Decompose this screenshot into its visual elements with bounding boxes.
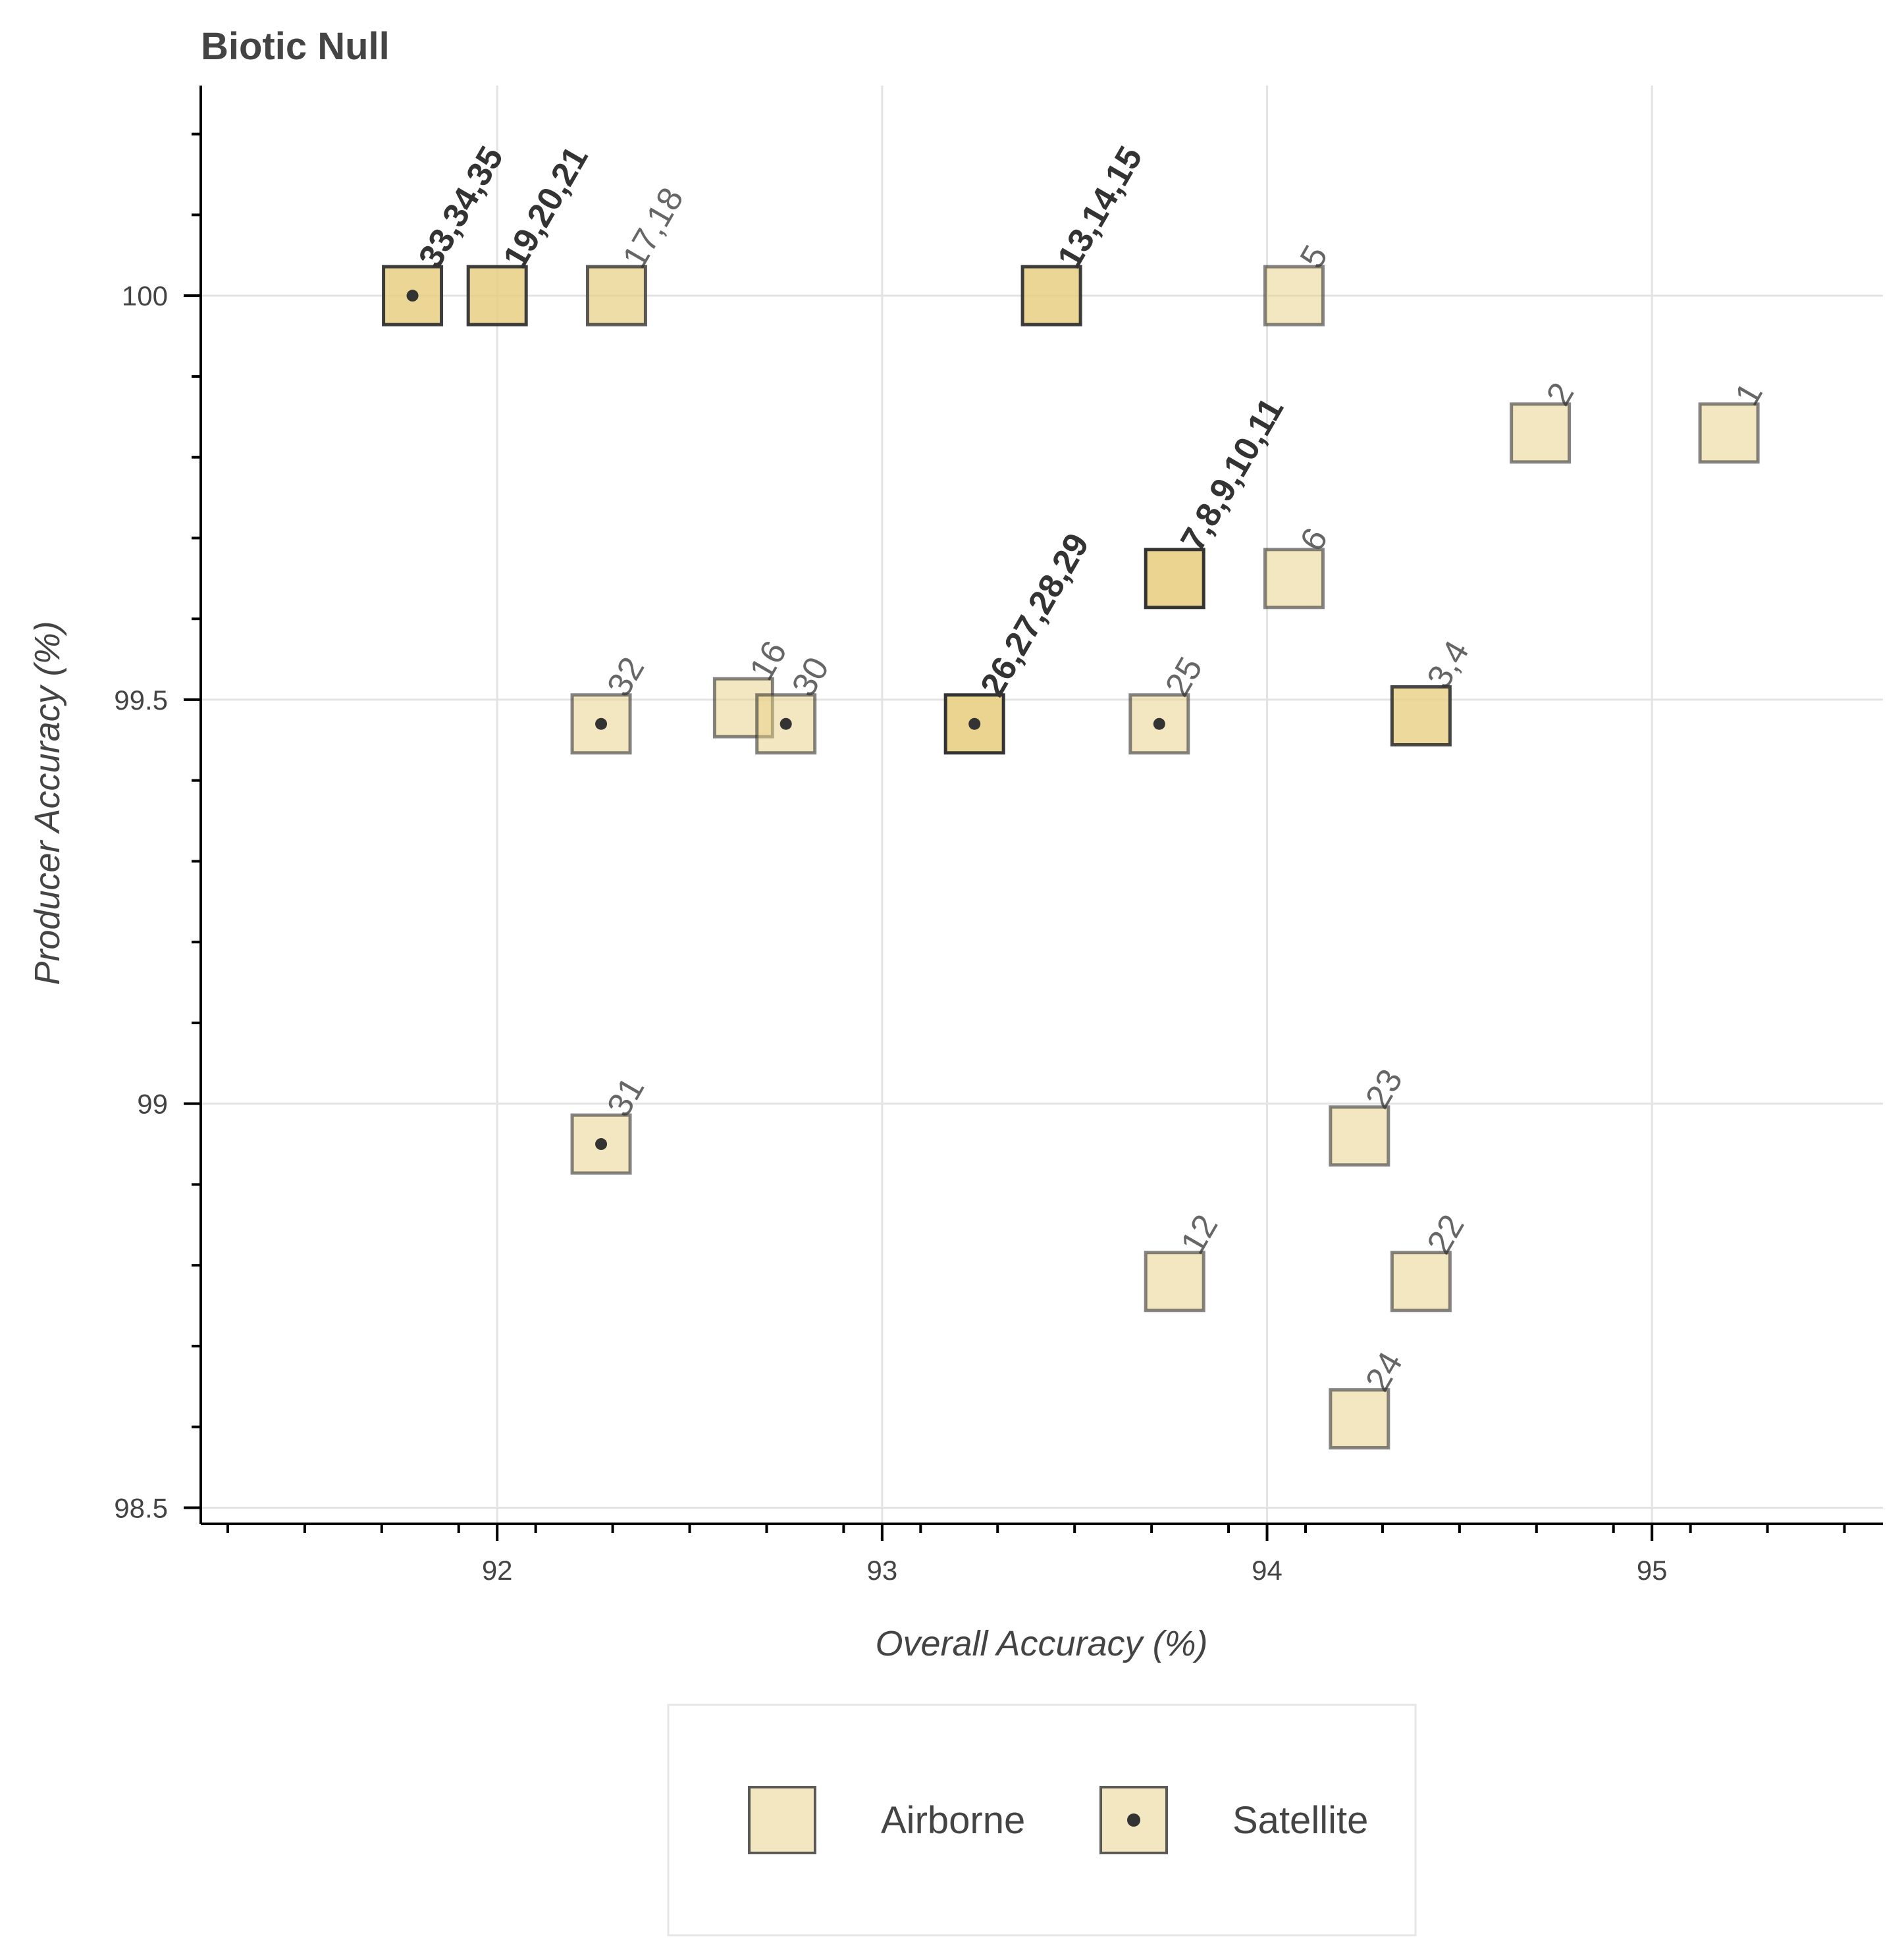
point-label: 7,8,9,10,11 [1173,392,1291,558]
x-tick-label: 95 [1637,1555,1668,1586]
point-marker [1263,265,1325,326]
data-point: 1 [1698,377,1770,464]
point-satellite-dot [968,717,981,730]
data-point: 5 [1263,239,1335,326]
point-label: 19,20,21 [496,140,595,274]
point-marker [1390,1251,1452,1313]
legend-marker-airborne [748,1786,816,1854]
data-point: 26,27,28,29 [943,527,1097,755]
y-tick-label: 99 [137,1089,168,1120]
x-tick-label: 93 [867,1555,898,1586]
data-point: 2 [1510,377,1581,464]
point-marker [1698,402,1760,464]
point-marker [1020,265,1082,326]
legend: Airborne Satellite [667,1704,1417,1937]
data-point: 6 [1263,522,1335,610]
legend-label-satellite: Satellite [1232,1799,1368,1842]
point-marker [1144,1251,1205,1313]
point-marker [1329,1388,1390,1449]
axis-ticks [184,132,1846,1541]
axis-tick-labels: 92 93 94 95 98.5 99 99.5 100 [114,280,1667,1586]
data-point: 22 [1390,1209,1472,1313]
x-axis-title: Overall Accuracy (%) [875,1624,1207,1663]
chart-title: Biotic Null [201,25,390,68]
x-tick-label: 94 [1252,1555,1283,1586]
point-marker [1390,685,1452,746]
point-satellite-dot [1153,717,1165,730]
point-marker [466,265,528,326]
point-satellite-dot [406,290,419,302]
point-label: 26,27,28,29 [973,527,1097,703]
y-tick-label: 99.5 [114,685,168,716]
data-point: 25 [1128,651,1210,755]
data-point: 3,4 [1390,635,1477,746]
point-marker [1510,402,1572,464]
data-point: 32 [570,651,652,755]
y-tick-label: 100 [122,280,168,311]
data-point: 12 [1144,1209,1226,1313]
point-satellite-dot [780,717,792,730]
y-tick-label: 98.5 [114,1492,168,1523]
data-point: 23 [1329,1063,1410,1167]
point-satellite-dot [595,1138,608,1151]
point-label: 17,18 [616,181,691,274]
point-marker [1329,1105,1390,1167]
legend-label-airborne: Airborne [881,1799,1025,1842]
x-tick-label: 92 [482,1555,513,1586]
legend-marker-satellite-dot [1127,1813,1140,1827]
point-marker [1144,548,1205,610]
point-marker [585,265,647,326]
point-label: 13,14,15 [1050,140,1150,274]
point-satellite-dot [595,717,608,730]
y-axis-title: Producer Accuracy (%) [28,621,67,985]
data-point: 13,14,15 [1020,140,1150,326]
data-point: 24 [1329,1345,1410,1449]
data-point: 17,18 [585,181,691,326]
data-point: 31 [570,1071,652,1175]
point-marker [1263,548,1325,610]
